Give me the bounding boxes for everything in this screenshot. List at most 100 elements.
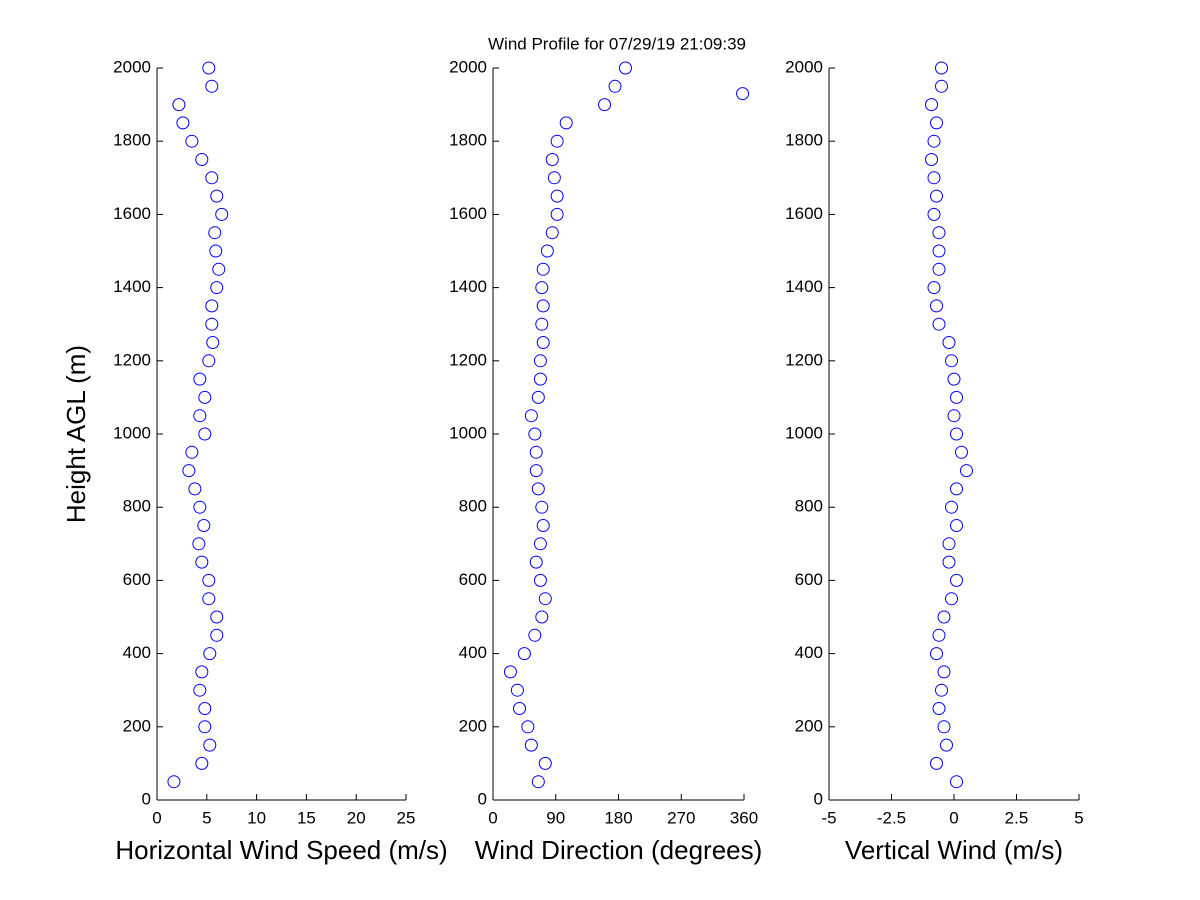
y-tick-label: 1000: [113, 423, 151, 442]
data-point: [195, 756, 209, 770]
data-point: [925, 98, 938, 112]
data-point: [212, 262, 226, 276]
y-tick-label: 400: [123, 643, 151, 662]
data-point: [942, 336, 956, 349]
data-point: [927, 281, 941, 295]
data-point: [925, 153, 938, 166]
data-point: [535, 610, 549, 624]
y-tick-label: 1600: [449, 204, 487, 223]
y-tick-label: 1600: [785, 204, 823, 223]
data-point: [195, 555, 209, 569]
data-point: [205, 171, 219, 185]
data-point: [205, 299, 219, 313]
data-point: [932, 226, 946, 240]
data-point: [550, 134, 564, 148]
y-tick-label: 1000: [449, 423, 487, 442]
x-tick-label: 5: [1074, 808, 1083, 827]
x-tick-label: -2.5: [877, 808, 906, 827]
data-point: [185, 445, 199, 459]
data-point: [950, 427, 963, 441]
data-point: [192, 537, 206, 551]
data-point: [930, 756, 943, 770]
data-point: [510, 683, 524, 697]
data-point: [531, 482, 545, 496]
data-point: [198, 390, 212, 404]
data-point: [618, 61, 632, 75]
y-tick-label: 1200: [113, 350, 151, 369]
data-point: [930, 189, 943, 203]
data-point: [172, 98, 186, 112]
data-point: [538, 592, 552, 606]
data-point: [937, 720, 951, 734]
data-point: [927, 207, 941, 221]
data-point: [203, 738, 217, 752]
data-point: [536, 336, 550, 349]
y-tick-label: 0: [814, 789, 823, 808]
data-point: [927, 171, 941, 185]
y-tick-label: 0: [478, 789, 487, 808]
y-tick-label: 800: [795, 497, 823, 516]
data-point: [535, 281, 549, 295]
data-point: [945, 500, 958, 514]
x-tick-label: 0: [949, 808, 958, 827]
y-tick-label: 1600: [113, 204, 151, 223]
y-tick-label: 1400: [449, 277, 487, 296]
data-point: [198, 702, 212, 715]
x-tick-label: 90: [546, 808, 565, 827]
data-point: [940, 738, 953, 752]
data-point: [209, 244, 223, 258]
data-point: [942, 555, 956, 569]
data-point: [193, 500, 207, 514]
data-point: [932, 702, 946, 715]
data-point: [528, 427, 542, 441]
data-point: [945, 354, 958, 368]
data-point: [960, 464, 973, 478]
y-tick-label: 200: [795, 716, 823, 735]
data-point: [202, 592, 216, 606]
data-point: [208, 226, 222, 240]
y-tick-label: 1200: [449, 350, 487, 369]
data-point: [538, 756, 552, 770]
data-point: [947, 372, 961, 386]
data-point: [545, 226, 559, 240]
x-tick-label: 15: [297, 808, 316, 827]
data-point: [536, 299, 550, 313]
data-point: [598, 98, 612, 112]
data-point: [205, 79, 219, 93]
data-point: [524, 409, 538, 423]
x-tick-label: 0: [152, 808, 161, 827]
x-tick-label: -5: [821, 808, 836, 827]
data-point: [935, 79, 948, 93]
data-point: [521, 720, 535, 734]
x-tick-label: 2.5: [1005, 808, 1029, 827]
data-point: [195, 665, 209, 679]
chart-title: Wind Profile for 07/29/19 21:09:39: [488, 34, 746, 53]
data-point: [932, 244, 946, 258]
data-point: [529, 445, 543, 459]
x-tick-label: 180: [604, 808, 632, 827]
data-point: [947, 409, 961, 423]
x-axis-label: Wind Direction (degrees): [475, 835, 763, 865]
data-point: [182, 464, 196, 478]
data-point: [608, 79, 622, 93]
x-tick-label: 20: [347, 808, 366, 827]
data-point: [203, 647, 217, 661]
y-tick-label: 400: [795, 643, 823, 662]
y-tick-label: 600: [123, 570, 151, 589]
data-point: [531, 390, 545, 404]
data-point: [547, 171, 561, 185]
x-tick-label: 360: [730, 808, 758, 827]
data-point: [210, 610, 224, 624]
data-point: [198, 427, 212, 441]
x-axis-label: Horizontal Wind Speed (m/s): [115, 835, 447, 865]
y-tick-label: 1400: [113, 277, 151, 296]
data-point: [535, 317, 549, 331]
data-point: [932, 262, 946, 276]
data-point: [932, 628, 946, 642]
data-point: [950, 390, 963, 404]
x-tick-label: 5: [202, 808, 211, 827]
data-point: [736, 87, 750, 101]
y-tick-label: 1800: [785, 131, 823, 150]
y-tick-label: 1800: [449, 131, 487, 150]
